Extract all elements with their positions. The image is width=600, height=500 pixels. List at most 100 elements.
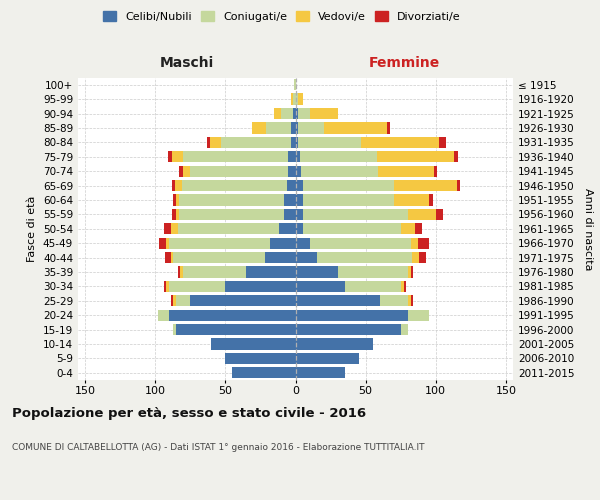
Bar — [296, 281, 344, 292]
Text: Femmine: Femmine — [368, 56, 440, 70]
Bar — [169, 310, 296, 321]
Bar — [296, 310, 408, 321]
Bar — [266, 122, 291, 134]
Bar — [179, 194, 284, 205]
Bar — [410, 295, 413, 306]
Bar — [296, 266, 338, 278]
Bar — [170, 252, 173, 263]
Bar — [378, 166, 434, 176]
Bar — [252, 122, 266, 134]
Bar — [226, 353, 296, 364]
Bar — [454, 151, 458, 162]
Bar — [439, 136, 446, 148]
Bar — [408, 266, 410, 278]
Bar — [173, 324, 176, 335]
Bar — [296, 194, 302, 205]
Bar — [418, 238, 429, 249]
Bar — [284, 194, 296, 205]
Bar — [317, 252, 412, 263]
Bar — [166, 281, 169, 292]
Bar — [291, 94, 293, 104]
Bar — [310, 108, 338, 119]
Bar — [207, 136, 210, 148]
Bar — [170, 223, 178, 234]
Bar — [394, 194, 429, 205]
Bar — [160, 238, 166, 249]
Bar — [226, 281, 296, 292]
Bar — [410, 266, 413, 278]
Bar — [408, 310, 429, 321]
Bar — [296, 367, 344, 378]
Bar — [265, 252, 296, 263]
Bar — [296, 324, 401, 335]
Y-axis label: Fasce di età: Fasce di età — [28, 196, 37, 262]
Bar — [296, 180, 302, 191]
Bar — [281, 108, 293, 119]
Bar — [296, 238, 310, 249]
Bar — [394, 180, 457, 191]
Bar — [173, 194, 176, 205]
Text: COMUNE DI CALTABELLOTTA (AG) - Dati ISTAT 1° gennaio 2016 - Elaborazione TUTTITA: COMUNE DI CALTABELLOTTA (AG) - Dati ISTA… — [12, 442, 425, 452]
Bar — [296, 122, 298, 134]
Text: Popolazione per età, sesso e stato civile - 2016: Popolazione per età, sesso e stato civil… — [12, 408, 366, 420]
Bar — [377, 151, 454, 162]
Y-axis label: Anni di nascita: Anni di nascita — [583, 188, 593, 270]
Bar — [298, 122, 323, 134]
Bar — [278, 223, 296, 234]
Bar — [178, 223, 278, 234]
Bar — [173, 252, 265, 263]
Bar — [190, 295, 296, 306]
Bar — [434, 166, 437, 176]
Bar — [172, 208, 176, 220]
Bar — [291, 136, 296, 148]
Bar — [183, 166, 190, 176]
Bar — [221, 136, 291, 148]
Bar — [183, 266, 247, 278]
Bar — [401, 223, 415, 234]
Bar — [344, 281, 401, 292]
Bar — [291, 122, 296, 134]
Bar — [176, 324, 296, 335]
Bar — [401, 324, 408, 335]
Bar — [211, 338, 296, 349]
Bar — [412, 252, 419, 263]
Bar — [401, 281, 404, 292]
Bar — [182, 180, 287, 191]
Bar — [164, 223, 170, 234]
Bar — [404, 281, 406, 292]
Bar — [173, 295, 176, 306]
Bar — [296, 208, 302, 220]
Bar — [168, 151, 172, 162]
Bar — [181, 266, 183, 278]
Bar — [293, 108, 296, 119]
Bar — [169, 281, 226, 292]
Bar — [298, 94, 302, 104]
Bar — [178, 266, 181, 278]
Bar — [274, 108, 281, 119]
Bar — [300, 151, 377, 162]
Bar — [301, 166, 378, 176]
Bar — [284, 208, 296, 220]
Bar — [270, 238, 296, 249]
Bar — [166, 238, 169, 249]
Bar — [457, 180, 460, 191]
Bar — [296, 108, 298, 119]
Bar — [183, 151, 289, 162]
Bar — [176, 194, 179, 205]
Bar — [296, 252, 317, 263]
Bar — [247, 266, 296, 278]
Bar — [296, 166, 301, 176]
Bar — [169, 238, 270, 249]
Legend: Celibi/Nubili, Coniugati/e, Vedovi/e, Divorziati/e: Celibi/Nubili, Coniugati/e, Vedovi/e, Di… — [100, 8, 464, 25]
Bar — [410, 238, 418, 249]
Bar — [408, 295, 410, 306]
Bar — [176, 208, 179, 220]
Bar — [179, 208, 284, 220]
Bar — [338, 266, 408, 278]
Bar — [170, 295, 173, 306]
Bar — [296, 94, 298, 104]
Bar — [415, 223, 422, 234]
Bar — [296, 353, 359, 364]
Bar — [293, 94, 296, 104]
Bar — [429, 194, 433, 205]
